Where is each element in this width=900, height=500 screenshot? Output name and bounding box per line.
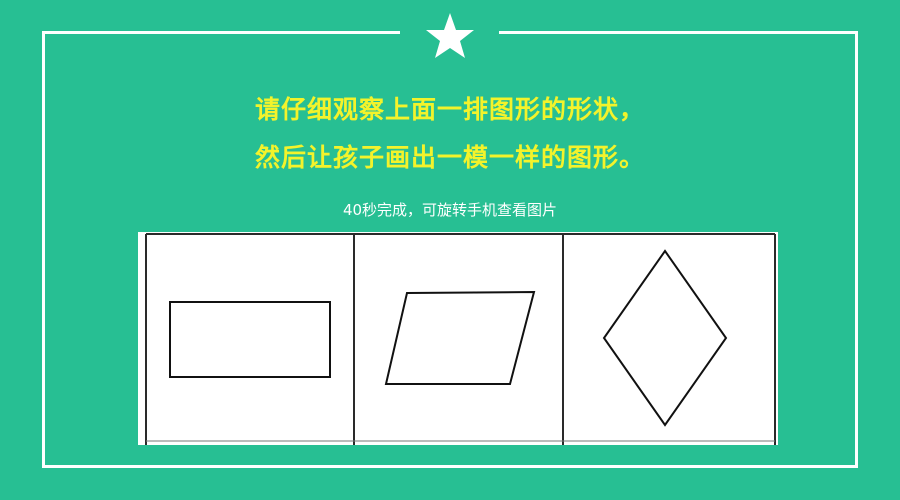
star-icon <box>426 13 474 58</box>
frame-bottom <box>42 465 858 468</box>
frame-top-right <box>499 31 858 34</box>
title-line-2: 然后让孩子画出一模一样的图形。 <box>254 143 645 172</box>
subtitle: 40秒完成，可旋转手机查看图片 <box>342 201 558 219</box>
frame-left <box>42 31 45 468</box>
frame-top-left <box>42 31 400 34</box>
figure-background <box>138 232 778 445</box>
rhombus-shape <box>602 249 728 427</box>
frame-right <box>855 31 858 468</box>
shape-figure-panel <box>138 232 778 445</box>
parallelogram-shape <box>384 290 536 385</box>
rectangle-shape <box>169 301 331 378</box>
shape-figure <box>138 232 778 445</box>
title-line-1: 请仔细观察上面一排图形的形状， <box>254 95 645 124</box>
